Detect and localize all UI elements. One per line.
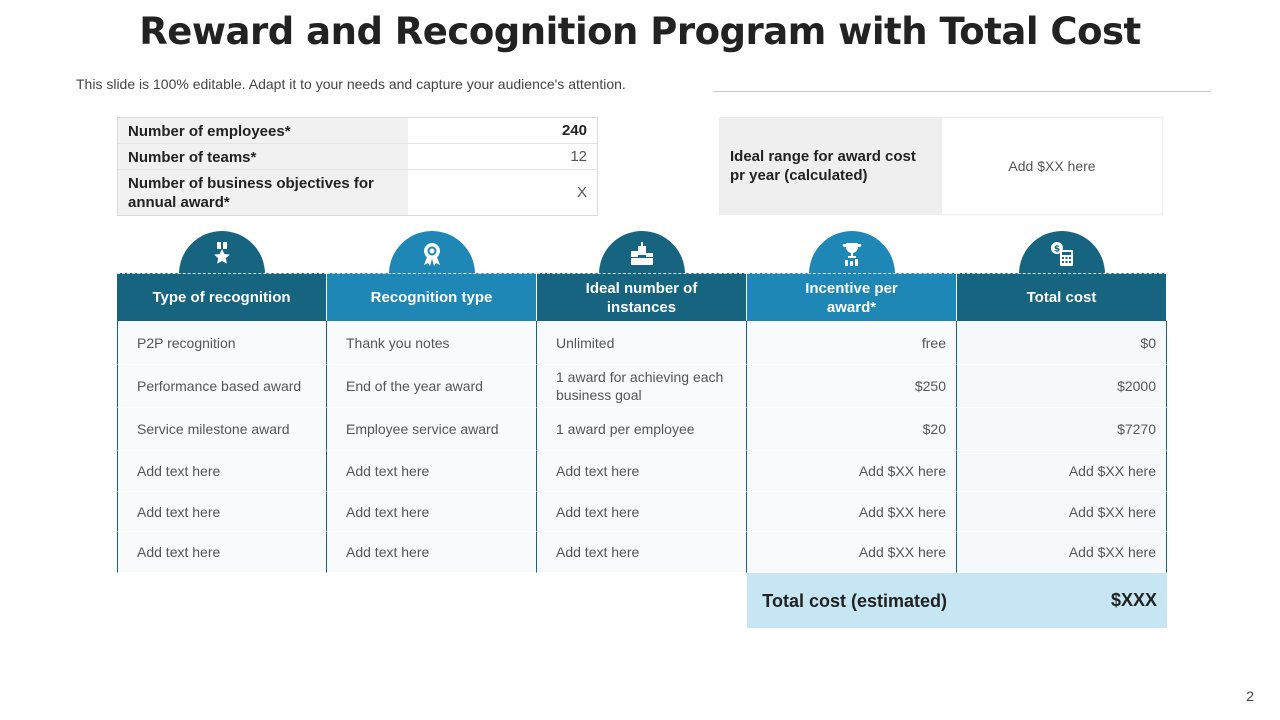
slide-subtitle: This slide is 100% editable. Adapt it to…: [76, 76, 626, 92]
icon-row: $: [117, 231, 1167, 317]
header-total-cost: Total cost: [957, 273, 1167, 321]
cell-total: Add $XX here: [957, 451, 1167, 492]
cell-incentive: Add $XX here: [747, 532, 957, 573]
cell-total: $0: [957, 321, 1167, 365]
cell-total: Add $XX here: [957, 492, 1167, 532]
cell-recognition: Add text here: [327, 492, 537, 532]
recognition-table: $ Type of recognition Recognition type I…: [117, 231, 1167, 628]
cell-incentive: Add $XX here: [747, 451, 957, 492]
cell-total: Add $XX here: [957, 532, 1167, 573]
cell-incentive: $250: [747, 365, 957, 408]
cell-recognition: Add text here: [327, 451, 537, 492]
info-label: Number of business objectives for annual…: [118, 170, 408, 215]
table-body: P2P recognition Thank you notes Unlimite…: [117, 321, 1167, 573]
cell-instances: Add text here: [537, 532, 747, 573]
svg-text:$: $: [1054, 245, 1060, 255]
header-recognition-type: Recognition type: [327, 273, 537, 321]
info-label: Number of employees*: [118, 118, 408, 143]
cell-total: $2000: [957, 365, 1167, 408]
info-label: Number of teams*: [118, 144, 408, 169]
info-table: Number of employees* 240 Number of teams…: [117, 117, 598, 216]
header-incentive-per-award: Incentive per award*: [747, 273, 957, 321]
cell-recognition: Employee service award: [327, 408, 537, 451]
cell-incentive: free: [747, 321, 957, 365]
cell-recognition: Thank you notes: [327, 321, 537, 365]
table-row: Add text here Add text here Add text her…: [117, 492, 1167, 532]
info-value: 240: [561, 122, 587, 139]
cell-incentive: Add $XX here: [747, 492, 957, 532]
info-row-objectives: Number of business objectives for annual…: [118, 170, 597, 215]
table-row: Add text here Add text here Add text her…: [117, 451, 1167, 492]
table-header: Type of recognition Recognition type Ide…: [117, 273, 1167, 321]
header-type-of-recognition: Type of recognition: [117, 273, 327, 321]
cell-recognition: End of the year award: [327, 365, 537, 408]
slide-title: Reward and Recognition Program with Tota…: [139, 10, 1141, 53]
cell-type: Performance based award: [117, 365, 327, 408]
cell-instances: Unlimited: [537, 321, 747, 365]
cell-type: Add text here: [117, 532, 327, 573]
cell-recognition: Add text here: [327, 532, 537, 573]
cell-type: Add text here: [117, 492, 327, 532]
cell-instances: Add text here: [537, 492, 747, 532]
cell-instances: Add text here: [537, 451, 747, 492]
info-value: 12: [570, 148, 587, 165]
range-label: Ideal range for award cost pr year (calc…: [720, 118, 942, 214]
page-number: 2: [1246, 688, 1254, 704]
cell-incentive: $20: [747, 408, 957, 451]
cell-instances: 1 award for achieving each business goal: [537, 365, 747, 408]
cell-type: Add text here: [117, 451, 327, 492]
cell-type: Service milestone award: [117, 408, 327, 451]
info-row-employees: Number of employees* 240: [118, 118, 597, 144]
total-label: Total cost (estimated): [747, 573, 957, 628]
cell-total: $7270: [957, 408, 1167, 451]
award-range-box: Ideal range for award cost pr year (calc…: [719, 117, 1163, 215]
cell-type: P2P recognition: [117, 321, 327, 365]
total-row: Total cost (estimated) $XXX: [747, 573, 1167, 628]
range-value: Add $XX here: [1008, 158, 1096, 174]
info-row-teams: Number of teams* 12: [118, 144, 597, 170]
cell-instances: 1 award per employee: [537, 408, 747, 451]
info-value: X: [576, 184, 587, 201]
table-row: Service milestone award Employee service…: [117, 408, 1167, 451]
table-row: Add text here Add text here Add text her…: [117, 532, 1167, 573]
table-row: Performance based award End of the year …: [117, 365, 1167, 408]
table-row: P2P recognition Thank you notes Unlimite…: [117, 321, 1167, 365]
divider: [713, 91, 1211, 92]
header-ideal-instances: Ideal number of instances: [537, 273, 747, 321]
total-value: $XXX: [957, 573, 1167, 628]
